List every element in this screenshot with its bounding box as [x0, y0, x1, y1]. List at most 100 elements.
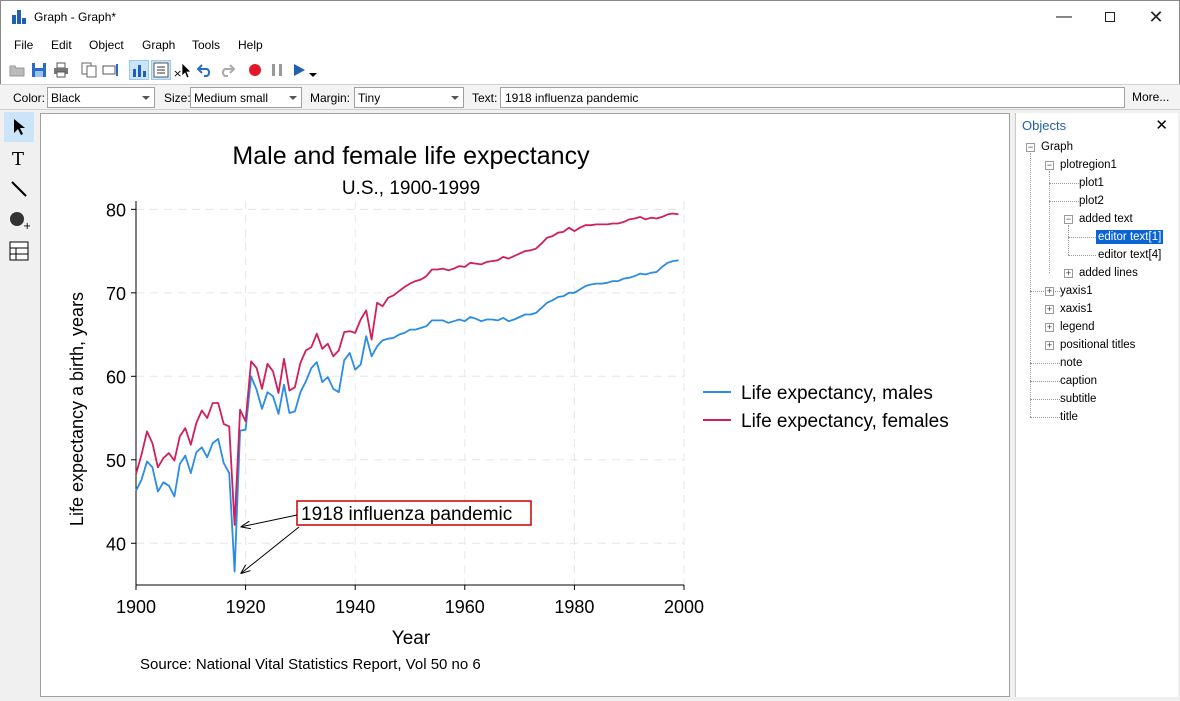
life-expectancy-chart[interactable]: 40 50 60 70 80 1900 1920 1940 1960 1980 2000 Male …: [41, 114, 1009, 696]
y-tick-label: 50: [106, 451, 126, 471]
tree-node-legend[interactable]: legend: [1060, 321, 1095, 333]
collapse-graph-icon[interactable]: −: [1026, 142, 1035, 152]
menu-graph[interactable]: Graph: [142, 38, 176, 52]
y-tick-label: 80: [106, 200, 126, 220]
size-select-value: Medium small: [194, 91, 269, 105]
menu-object[interactable]: Object: [89, 38, 124, 52]
tree-node-xaxis1[interactable]: xaxis1: [1060, 303, 1093, 315]
copy-icon[interactable]: [79, 60, 99, 80]
play-icon[interactable]: [289, 60, 309, 80]
legend-label-females: Life expectancy, females: [741, 411, 949, 432]
annotation-arrow[interactable]: [241, 514, 298, 527]
y-axis-title[interactable]: Life expectancy a birth, years: [67, 292, 87, 526]
chart-app-icon: [12, 10, 28, 24]
series-line-females[interactable]: [135, 212, 679, 526]
expand-positional-titles-icon[interactable]: +: [1045, 340, 1054, 350]
tree-node-added-lines[interactable]: added lines: [1079, 267, 1138, 279]
graph-note[interactable]: Source: National Vital Statistics Report…: [140, 656, 481, 673]
x-tick-label: 1940: [335, 597, 375, 617]
rename-icon[interactable]: [101, 60, 121, 80]
x-axis-title[interactable]: Year: [392, 628, 431, 649]
grid-tool-icon[interactable]: [4, 236, 34, 266]
graph-subtitle[interactable]: U.S., 1900-1999: [342, 178, 480, 199]
svg-text:T: T: [12, 149, 24, 167]
x-tick-label: 1900: [116, 597, 156, 617]
tree-node-plotregion1[interactable]: plotregion1: [1060, 159, 1117, 171]
tree-node-editor-text-4[interactable]: editor text[4]: [1098, 249, 1162, 261]
open-folder-icon[interactable]: [7, 60, 27, 80]
record-icon[interactable]: [245, 60, 265, 80]
chevron-down-icon: [289, 96, 297, 100]
tool-palette: T +: [4, 112, 36, 262]
toolbar: ×: [0, 57, 1180, 84]
tree-node-added-text[interactable]: added text: [1079, 213, 1133, 225]
x-tick-label: 1980: [554, 597, 594, 617]
collapse-plotregion-icon[interactable]: −: [1045, 160, 1054, 170]
objects-panel-title: Objects: [1022, 118, 1067, 133]
tree-node-plot1[interactable]: plot1: [1079, 177, 1104, 189]
tree-node-note[interactable]: note: [1060, 357, 1083, 369]
margin-select[interactable]: Tiny: [354, 87, 464, 108]
tree-node-title[interactable]: title: [1060, 411, 1078, 423]
color-select-value: Black: [51, 91, 81, 105]
x-tick-label: 2000: [664, 597, 704, 617]
annotation-text[interactable]: 1918 influenza pandemic: [301, 504, 512, 525]
pointer-tool-icon[interactable]: [4, 112, 34, 142]
menu-file[interactable]: File: [14, 38, 34, 52]
graph-canvas[interactable]: 40 50 60 70 80 1900 1920 1940 1960 1980 2000 Male …: [40, 113, 1010, 697]
menu-edit[interactable]: Edit: [51, 38, 72, 52]
tree-node-plot2[interactable]: plot2: [1079, 195, 1104, 207]
chevron-down-icon: [142, 96, 150, 100]
tree-node-graph[interactable]: Graph: [1041, 141, 1073, 153]
expand-legend-icon[interactable]: +: [1045, 322, 1054, 332]
marker-tool-icon[interactable]: +: [4, 205, 34, 235]
expand-added-lines-icon[interactable]: +: [1064, 268, 1073, 278]
tree-node-subtitle[interactable]: subtitle: [1060, 393, 1097, 405]
svg-text:×: ×: [173, 67, 182, 79]
text-tool-icon[interactable]: T: [4, 143, 34, 173]
size-select[interactable]: Medium small: [190, 87, 302, 108]
expand-yaxis-icon[interactable]: +: [1045, 286, 1054, 296]
undo-icon[interactable]: [195, 60, 215, 80]
minimize-icon[interactable]: —: [1056, 8, 1072, 25]
menu-bar: File Edit Object Graph Tools Help: [0, 33, 1180, 57]
legend[interactable]: Life expectancy, males Life expectancy, …: [703, 383, 949, 432]
annotation-arrow[interactable]: [241, 526, 300, 574]
tree-node-editor-text-1[interactable]: editor text[1]: [1096, 230, 1164, 244]
menu-help[interactable]: Help: [238, 38, 263, 52]
text-input[interactable]: 1918 influenza pandemic: [500, 87, 1125, 108]
close-icon[interactable]: ✕: [1155, 117, 1168, 134]
save-icon[interactable]: [29, 60, 49, 80]
maximize-icon[interactable]: [1087, 1, 1133, 33]
close-window-icon[interactable]: ✕: [1148, 6, 1164, 27]
size-label: Size:: [164, 91, 191, 105]
color-select[interactable]: Black: [47, 87, 155, 108]
redo-icon[interactable]: [217, 60, 237, 80]
graph-title[interactable]: Male and female life expectancy: [232, 142, 590, 170]
graph-editor-icon[interactable]: [129, 60, 149, 80]
margin-select-value: Tiny: [358, 91, 381, 105]
y-tick-label: 60: [106, 367, 126, 387]
tree-node-positional-titles[interactable]: positional titles: [1060, 339, 1136, 351]
window-title: Graph - Graph*: [34, 10, 117, 24]
annotation[interactable]: 1918 influenza pandemic: [241, 500, 532, 574]
margin-label: Margin:: [310, 91, 351, 105]
text-label: Text:: [472, 91, 498, 105]
window-titlebar: Graph - Graph* — ✕: [0, 0, 1180, 33]
play-dropdown-icon[interactable]: [307, 60, 319, 80]
tree-node-yaxis1[interactable]: yaxis1: [1060, 285, 1093, 297]
print-icon[interactable]: [51, 60, 71, 80]
object-browser-icon[interactable]: [151, 60, 171, 80]
line-tool-icon[interactable]: [4, 174, 34, 204]
tree-node-caption[interactable]: caption: [1060, 375, 1098, 387]
more-button[interactable]: More...: [1132, 90, 1170, 104]
x-tick-label: 1920: [226, 597, 266, 617]
series-line-males[interactable]: [135, 259, 679, 573]
objects-panel: Objects ✕ − Graph − plotregion1 plot1 pl…: [1015, 113, 1178, 697]
collapse-added-text-icon[interactable]: −: [1064, 214, 1073, 224]
pause-icon[interactable]: [267, 60, 287, 80]
expand-xaxis-icon[interactable]: +: [1045, 304, 1054, 314]
menu-tools[interactable]: Tools: [192, 38, 221, 52]
cursor-x-icon[interactable]: ×: [173, 60, 193, 80]
properties-bar: Color: Black Size: Medium small Margin: …: [0, 84, 1180, 110]
